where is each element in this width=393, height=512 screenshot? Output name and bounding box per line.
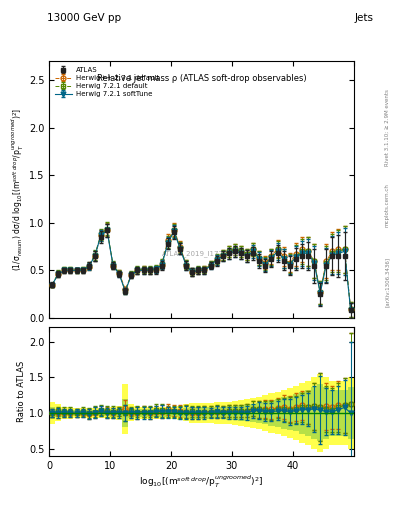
Text: ATLAS_2019_I1772062: ATLAS_2019_I1772062 <box>162 250 241 257</box>
Text: Jets: Jets <box>354 13 373 23</box>
Text: Rivet 3.1.10; ≥ 2.9M events: Rivet 3.1.10; ≥ 2.9M events <box>385 90 389 166</box>
Text: [arXiv:1306.3436]: [arXiv:1306.3436] <box>385 257 389 307</box>
X-axis label: log$_{10}$[(m$^{soft drop}$/p$_T^{ungroomed}$)$^2$]: log$_{10}$[(m$^{soft drop}$/p$_T^{ungroo… <box>139 473 264 489</box>
Y-axis label: Ratio to ATLAS: Ratio to ATLAS <box>17 361 26 422</box>
Y-axis label: (1/σ$_{resum}$) dσ/d log$_{10}$[(m$^{soft drop}$/p$_T^{ungroomed}$)$^2$]: (1/σ$_{resum}$) dσ/d log$_{10}$[(m$^{sof… <box>10 108 26 271</box>
Text: 13000 GeV pp: 13000 GeV pp <box>47 13 121 23</box>
Text: mcplots.cern.ch: mcplots.cern.ch <box>385 183 389 227</box>
Text: Relative jet mass ρ (ATLAS soft-drop observables): Relative jet mass ρ (ATLAS soft-drop obs… <box>97 74 306 83</box>
Legend: ATLAS, Herwig++ 2.7.1 default, Herwig 7.2.1 default, Herwig 7.2.1 softTune: ATLAS, Herwig++ 2.7.1 default, Herwig 7.… <box>53 65 161 99</box>
